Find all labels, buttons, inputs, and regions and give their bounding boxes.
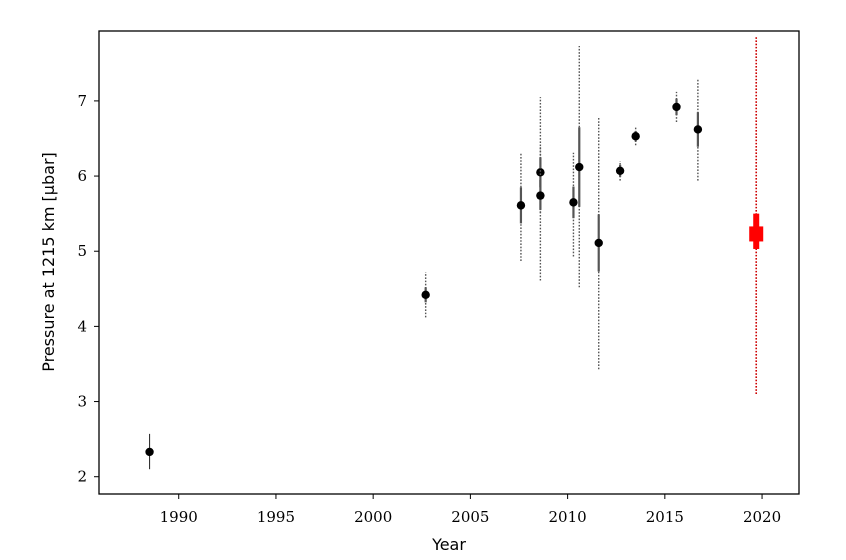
y-tick-label-6: 6: [77, 167, 87, 185]
x-tick-label-2010: 2010: [549, 508, 587, 526]
data-point-8: [615, 166, 625, 176]
y-tick-label-7: 7: [77, 92, 87, 110]
data-point-1: [421, 290, 430, 300]
y-tick-label-3: 3: [77, 393, 87, 411]
highlight-point: [749, 226, 764, 242]
x-tick-label-1990: 1990: [160, 508, 198, 526]
x-tick-label-2005: 2005: [451, 508, 489, 526]
data-point-11: [693, 125, 703, 134]
y-tick-label-2: 2: [77, 468, 87, 486]
y-axis-label: Pressure at 1215 km [μbar]: [39, 152, 58, 372]
data-point-10: [672, 102, 681, 112]
x-tick-label-1995: 1995: [257, 508, 295, 526]
data-point-5: [569, 198, 578, 207]
x-tick-label-2020: 2020: [743, 508, 781, 526]
x-tick-label-2000: 2000: [354, 508, 392, 526]
y-tick-label-4: 4: [77, 317, 87, 335]
data-point-9: [631, 132, 640, 141]
data-point-0: [145, 447, 154, 457]
data-point-7: [594, 238, 603, 248]
axis-ticks: 1990 1995 2000 2005 2010 2015 2020 2 3 4 5 6 7: [77, 92, 781, 526]
chart-marks: [145, 37, 764, 470]
y-tick-label-5: 5: [77, 242, 87, 260]
data-point-2: [516, 201, 526, 210]
plot-frame: [98, 30, 800, 495]
x-axis-label: Year: [431, 535, 466, 554]
data-point-4: [536, 191, 545, 200]
data-point-3: [536, 168, 545, 177]
x-tick-label-2015: 2015: [646, 508, 684, 526]
data-point-6: [575, 162, 584, 172]
